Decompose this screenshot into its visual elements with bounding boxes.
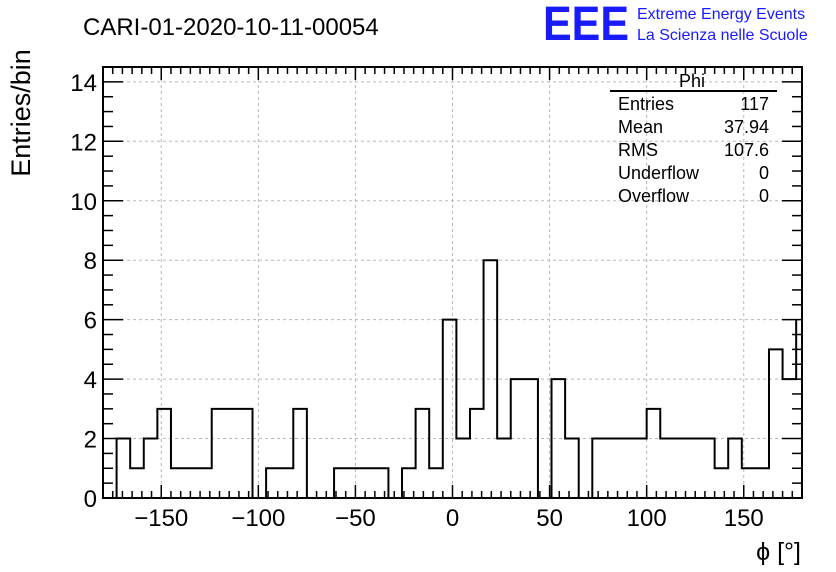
stats-value: 107.6 bbox=[724, 140, 769, 160]
stats-label: Entries bbox=[618, 94, 674, 114]
x-axis-label: ϕ [°] bbox=[756, 538, 801, 566]
stats-title: Phi bbox=[679, 71, 705, 91]
x-tick-label: −150 bbox=[134, 505, 188, 532]
y-tick-label: 2 bbox=[84, 427, 97, 454]
y-tick-label: 0 bbox=[84, 486, 97, 513]
stats-value: 0 bbox=[759, 163, 769, 183]
x-tick-label: −100 bbox=[231, 505, 285, 532]
y-tick-label: 10 bbox=[70, 189, 97, 216]
y-tick-label: 12 bbox=[70, 129, 97, 156]
stats-label: Underflow bbox=[618, 163, 700, 183]
stats-value: 117 bbox=[740, 94, 769, 114]
logo-line2: La Scienza nelle Scuole bbox=[637, 27, 808, 44]
stats-label: Mean bbox=[618, 117, 663, 137]
stats-label: RMS bbox=[618, 140, 658, 160]
y-tick-label: 8 bbox=[84, 248, 97, 275]
histogram-bars bbox=[115, 259, 798, 499]
x-tick-label: 100 bbox=[627, 505, 667, 532]
y-tick-label: 14 bbox=[70, 70, 97, 97]
x-tick-label: 0 bbox=[446, 505, 459, 532]
grid-lines bbox=[103, 67, 802, 498]
logo-line1: Extreme Energy Events bbox=[637, 6, 805, 23]
x-tick-label: 50 bbox=[536, 505, 563, 532]
y-tick-labels: 0 2 4 6 8 10 12 14 bbox=[70, 70, 97, 513]
stats-box: Phi Entries 117 Mean 37.94 RMS 107.6 Underflow… bbox=[610, 71, 777, 206]
plot-frame bbox=[102, 66, 803, 499]
stats-value: 0 bbox=[759, 186, 769, 206]
y-axis-label: Entries/bin bbox=[6, 49, 36, 177]
eee-logo: EEE Extreme Energy Events La Scienza nel… bbox=[543, 0, 808, 51]
chart-title: CARI-01-2020-10-11-00054 bbox=[83, 14, 379, 41]
x-tick-label: −50 bbox=[335, 505, 376, 532]
axis-ticks bbox=[103, 66, 802, 499]
y-tick-label: 6 bbox=[84, 308, 97, 335]
logo-mark: EEE bbox=[543, 0, 629, 51]
stats-value: 37.94 bbox=[724, 117, 769, 137]
x-tick-label: 150 bbox=[724, 505, 764, 532]
y-tick-label: 4 bbox=[84, 367, 97, 394]
x-tick-labels: −150 −100 −50 0 50 100 150 bbox=[134, 505, 764, 532]
stats-label: Overflow bbox=[618, 186, 690, 206]
